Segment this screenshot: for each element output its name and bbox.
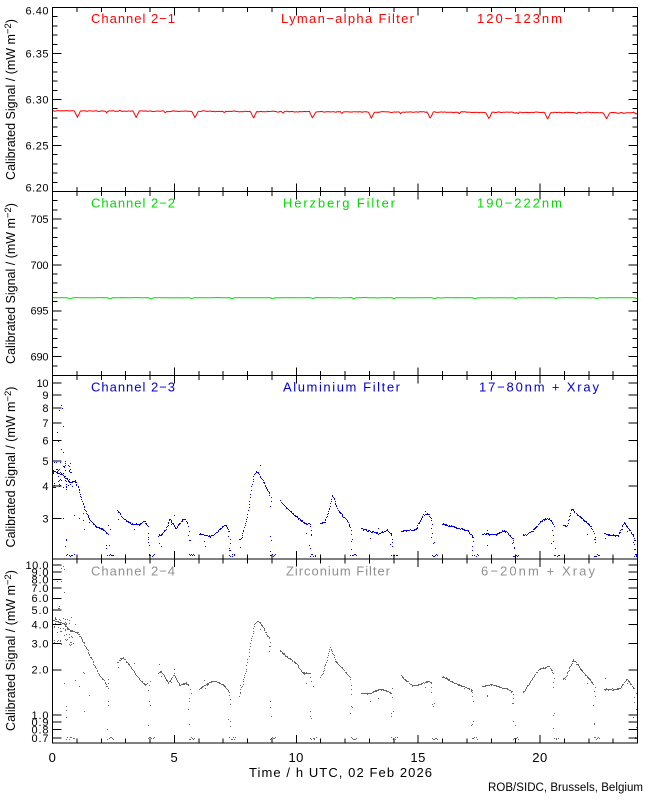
svg-text:4: 4 [42,481,48,493]
svg-text:Calibrated Signal / (mW m−2): Calibrated Signal / (mW m−2) [3,203,18,364]
svg-text:Calibrated Signal / (mW m−2): Calibrated Signal / (mW m−2) [3,570,18,731]
svg-text:17−80nm + Xray: 17−80nm + Xray [479,380,600,395]
svg-text:4.0: 4.0 [32,620,49,632]
svg-text:Calibrated Signal / (mW m−2): Calibrated Signal / (mW m−2) [3,387,18,548]
svg-text:0.9: 0.9 [32,717,49,729]
svg-text:0.7: 0.7 [32,733,49,745]
svg-text:6.20: 6.20 [26,183,49,195]
svg-text:7.0: 7.0 [32,583,49,595]
svg-text:Lyman−alpha Filter: Lyman−alpha Filter [281,11,415,26]
svg-text:2.0: 2.0 [32,665,49,677]
svg-text:6.25: 6.25 [26,140,49,152]
svg-text:Aluminium Filter: Aluminium Filter [283,380,401,395]
svg-text:6.30: 6.30 [26,94,49,106]
svg-text:6.40: 6.40 [26,5,49,17]
svg-text:6.35: 6.35 [26,48,49,60]
svg-text:695: 695 [31,306,49,318]
svg-text:10: 10 [288,750,303,765]
svg-text:9.0: 9.0 [32,567,49,579]
svg-text:Channel 2−1: Channel 2−1 [91,11,175,26]
svg-text:15: 15 [410,750,425,765]
svg-text:10: 10 [37,378,49,390]
svg-text:6: 6 [42,435,48,447]
svg-text:Channel 2−4: Channel 2−4 [91,564,175,579]
svg-text:5.0: 5.0 [32,605,49,617]
svg-text:5: 5 [42,456,48,468]
svg-text:Calibrated Signal / (mW m−2): Calibrated Signal / (mW m−2) [3,19,18,180]
svg-text:8: 8 [42,403,48,415]
svg-text:705: 705 [31,214,49,226]
svg-text:Zirconium Filter: Zirconium Filter [286,564,391,579]
svg-text:9: 9 [42,390,48,402]
svg-text:Time / h UTC, 02 Feb 2026: Time / h UTC, 02 Feb 2026 [249,765,432,780]
svg-text:8.0: 8.0 [32,574,49,586]
svg-text:10.0: 10.0 [26,560,49,572]
svg-text:3.0: 3.0 [32,638,49,650]
svg-text:Herzberg Filter: Herzberg Filter [283,196,396,211]
svg-text:690: 690 [31,352,49,364]
svg-text:7: 7 [42,418,48,430]
svg-text:5: 5 [171,750,179,765]
svg-text:3: 3 [42,513,48,525]
svg-text:Channel 2−2: Channel 2−2 [91,196,175,211]
svg-text:6.0: 6.0 [32,593,49,605]
svg-text:1.0: 1.0 [32,710,49,722]
svg-text:0: 0 [49,750,57,765]
svg-text:Channel 2−3: Channel 2−3 [91,380,175,395]
svg-text:6−20nm + Xray: 6−20nm + Xray [481,564,596,579]
svg-text:20: 20 [532,750,547,765]
svg-text:700: 700 [31,260,49,272]
svg-text:0.8: 0.8 [32,724,49,736]
svg-text:ROB/SIDC, Brussels, Belgium: ROB/SIDC, Brussels, Belgium [488,782,643,794]
